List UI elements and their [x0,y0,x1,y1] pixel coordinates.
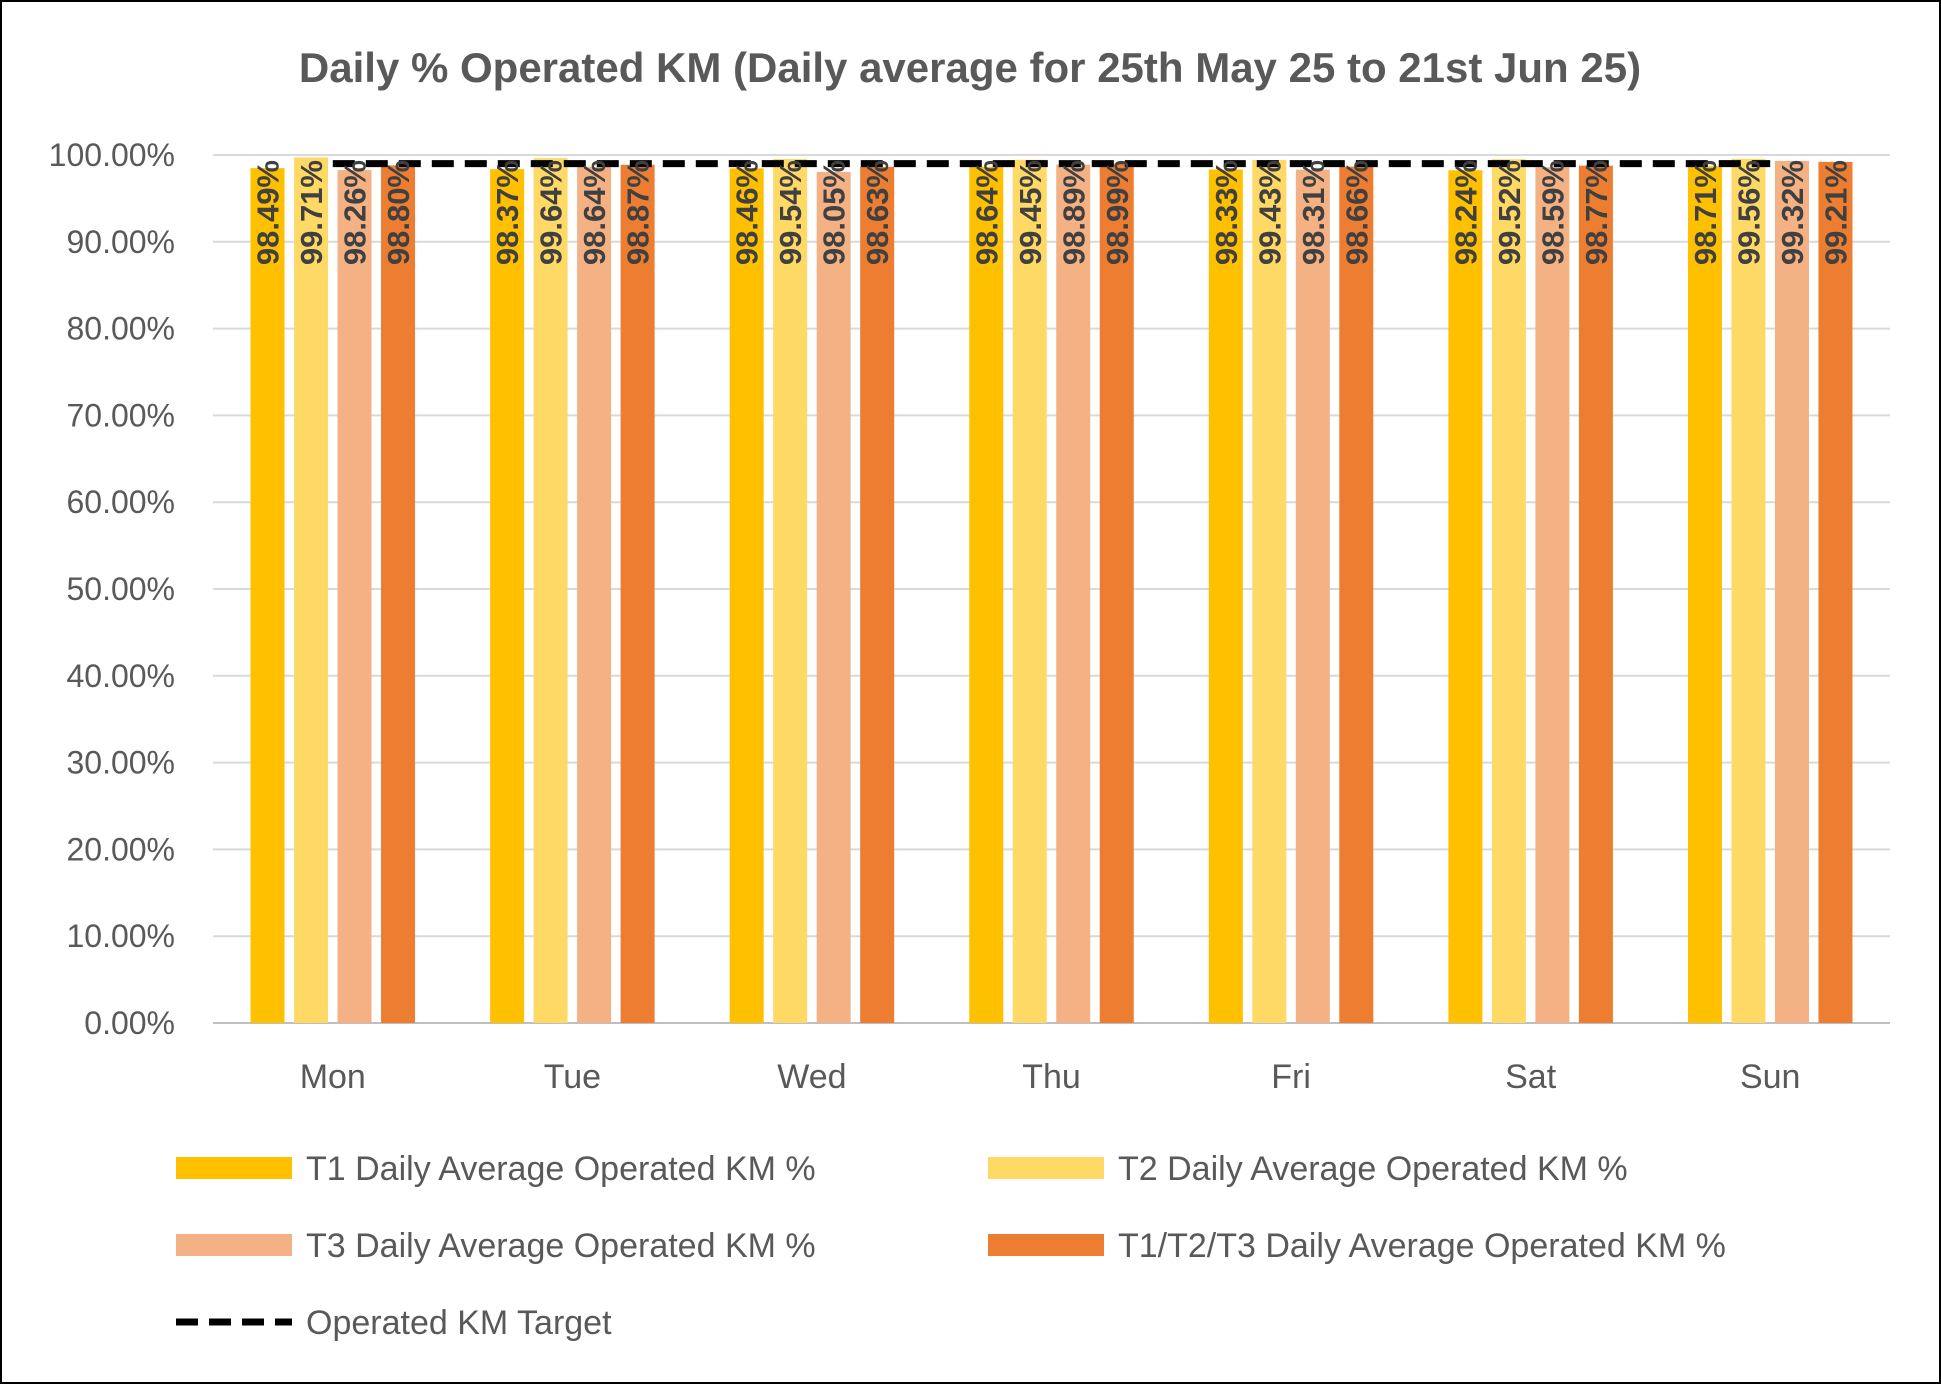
data-label: 99.45% [1013,160,1048,265]
legend-swatch [988,1157,1104,1179]
y-tick-label: 70.00% [66,397,175,433]
data-label: 98.71% [1688,160,1723,265]
y-tick-label: 10.00% [66,918,175,954]
y-tick-label: 50.00% [66,571,175,607]
bar [1099,163,1134,1024]
x-tick-label: Fri [1271,1058,1311,1096]
data-label: 99.32% [1775,160,1810,265]
legend-swatch [176,1234,292,1256]
data-label: 98.46% [730,160,765,265]
data-label: 98.66% [1339,160,1374,265]
data-label: 98.37% [490,160,525,265]
legend-label: T1/T2/T3 Daily Average Operated KM % [1118,1227,1726,1265]
chart-title: Daily % Operated KM (Daily average for 2… [299,44,1641,91]
bar [1339,166,1374,1023]
y-tick-label: 40.00% [66,658,175,694]
bar [1056,164,1091,1024]
data-label: 98.31% [1296,160,1331,265]
y-tick-label: 20.00% [66,831,175,867]
data-labels: 98.49% 99.71% 98.26% 98.80% 98.37% 99.64% 98.6… [251,160,1854,265]
bar [1208,169,1243,1023]
legend-swatch [176,1157,292,1179]
y-tick-label: 100.00% [49,137,175,173]
bar [620,164,655,1023]
bars [250,157,1853,1024]
bar [1295,169,1330,1024]
legend-label: T2 Daily Average Operated KM % [1118,1150,1628,1188]
bar [1818,161,1853,1024]
bar [490,169,525,1023]
y-tick-label: 60.00% [66,484,175,520]
bar [1731,158,1766,1023]
data-label: 98.64% [577,160,612,265]
bar [860,166,895,1023]
y-axis-tick-labels: 0.00% 10.00% 20.00% 30.00% 40.00% 50.00% 60.00… [49,137,175,1041]
y-tick-label: 80.00% [66,311,175,347]
y-tick-label: 90.00% [66,224,175,260]
data-label: 99.71% [294,160,329,265]
data-label: 99.56% [1731,160,1766,265]
x-tick-label: Thu [1022,1058,1081,1096]
legend-label: Operated KM Target [306,1304,612,1342]
legend-label: T1 Daily Average Operated KM % [306,1150,816,1188]
data-label: 98.99% [1100,160,1135,265]
bar [969,166,1004,1023]
data-label: 98.87% [621,160,656,265]
bar [1252,159,1287,1023]
y-tick-label: 30.00% [66,745,175,781]
legend-swatch [988,1234,1104,1256]
gridlines [213,154,1890,1024]
data-label: 99.21% [1818,160,1853,265]
x-axis-tick-labels: Mon Tue Wed Thu Fri Sat Sun [300,1058,1801,1096]
x-tick-label: Wed [777,1058,846,1096]
x-tick-label: Mon [300,1058,366,1096]
bar [1448,170,1483,1023]
data-label: 98.59% [1535,160,1570,265]
bar [337,170,372,1023]
x-tick-label: Sat [1505,1058,1557,1096]
bar [729,168,764,1024]
bar [1578,165,1613,1024]
legend-label: T3 Daily Average Operated KM % [306,1227,816,1265]
y-tick-label: 0.00% [84,1005,175,1041]
bar [533,158,568,1023]
bar [1012,159,1047,1024]
bar [577,166,612,1023]
bar [1491,159,1526,1024]
data-label: 98.80% [381,160,416,265]
x-tick-label: Tue [544,1058,601,1096]
bar [1535,167,1570,1024]
data-label: 98.64% [969,160,1004,265]
data-label: 98.77% [1579,160,1614,265]
bar [816,171,851,1023]
data-label: 98.89% [1056,160,1091,265]
bar [1774,160,1809,1023]
data-label: 98.33% [1209,160,1244,265]
bar [1687,166,1722,1023]
legend: T1 Daily Average Operated KM % T2 Daily A… [176,1150,1726,1342]
data-label: 99.64% [534,160,569,265]
data-label: 99.54% [773,160,808,265]
data-label: 98.24% [1448,160,1483,265]
data-label: 98.05% [817,160,852,265]
data-label: 99.43% [1252,160,1287,265]
bar [381,165,416,1023]
x-tick-label: Sun [1740,1058,1801,1096]
bar [773,158,808,1023]
bar [250,168,285,1023]
data-label: 98.26% [338,160,373,265]
data-label: 98.63% [860,160,895,265]
bar [294,157,329,1023]
data-label: 98.49% [251,160,286,265]
data-label: 99.52% [1492,160,1527,265]
